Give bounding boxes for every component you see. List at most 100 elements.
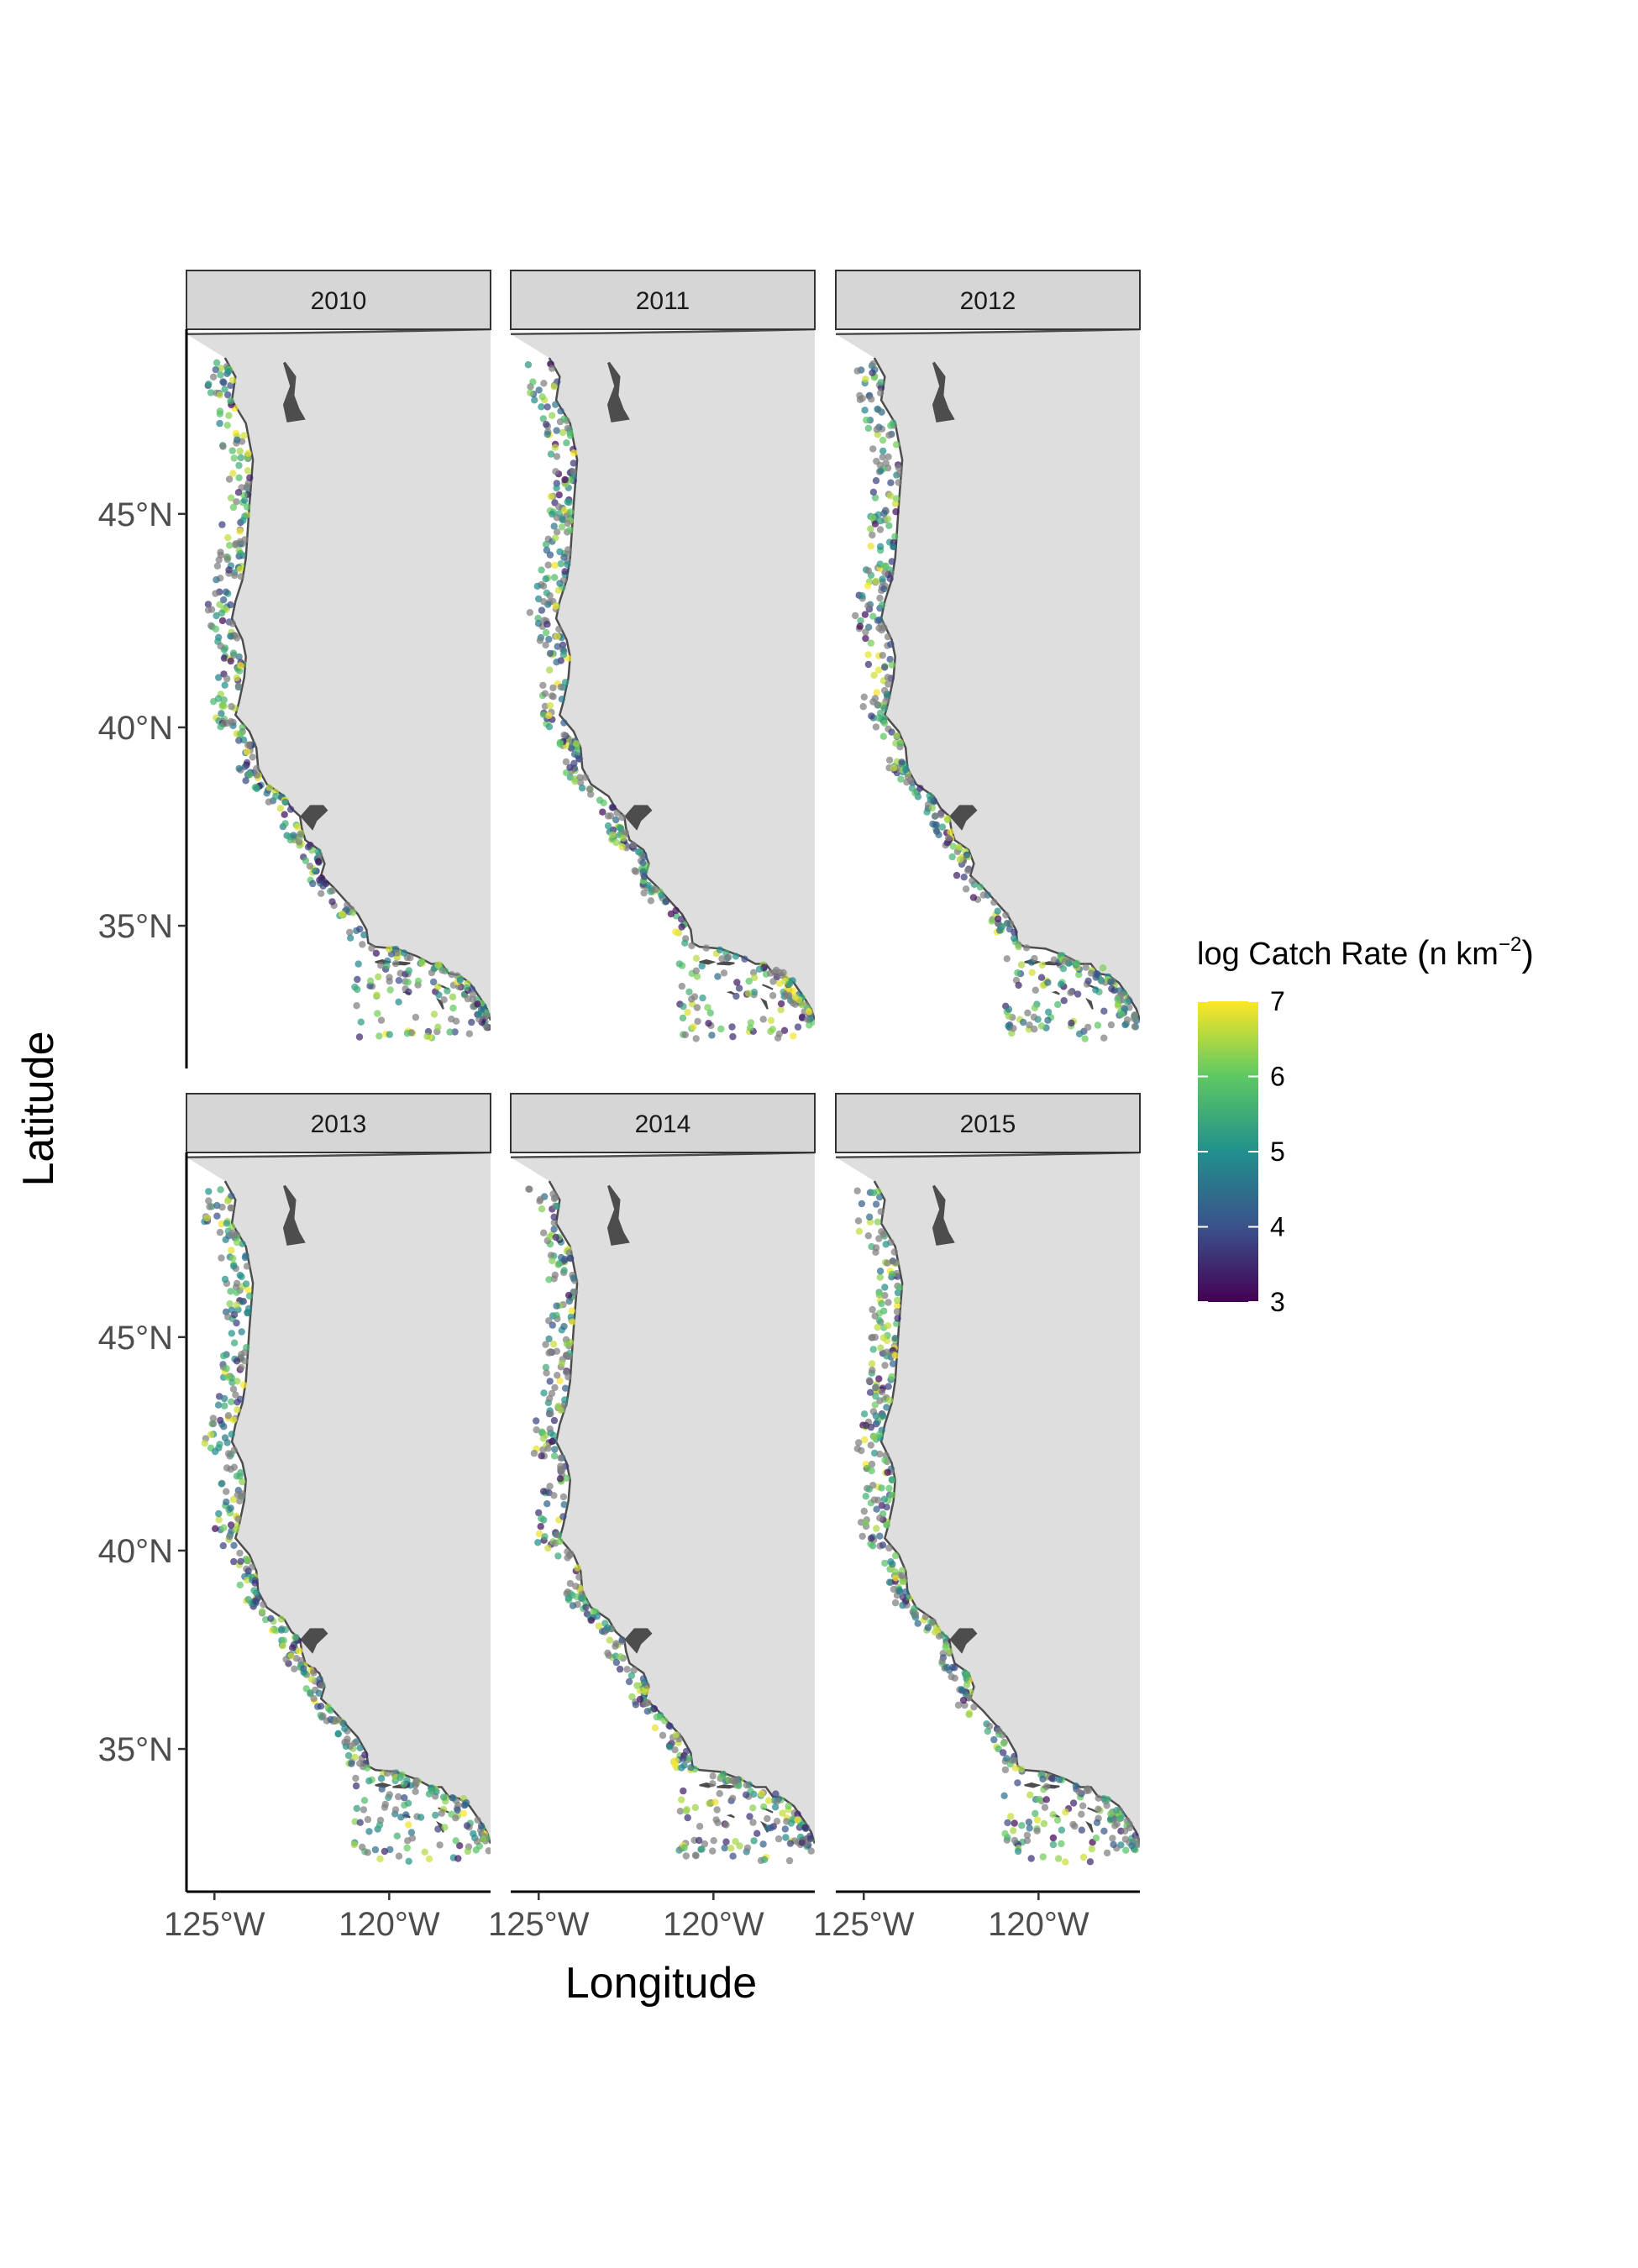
station-point (244, 467, 252, 475)
station-point-zero-catch (353, 1002, 360, 1010)
station-point (1055, 1855, 1063, 1862)
station-point (1020, 1018, 1027, 1026)
station-point-zero-catch (749, 1819, 757, 1826)
station-point (549, 1321, 556, 1329)
facet-strip (186, 1093, 491, 1153)
station-point (714, 973, 722, 980)
station-point (372, 949, 381, 958)
station-point (421, 1848, 428, 1856)
station-point (242, 777, 249, 785)
station-point-zero-catch (869, 445, 877, 453)
land-area (186, 329, 491, 1068)
channel-island (717, 961, 735, 966)
station-point (780, 1026, 789, 1035)
station-point (296, 1647, 303, 1655)
station-point (705, 1020, 712, 1027)
station-point (309, 879, 317, 888)
station-point (227, 633, 234, 640)
station-point (221, 1275, 229, 1284)
station-point-zero-catch (869, 1367, 876, 1374)
station-point (1015, 981, 1022, 990)
station-point (678, 1796, 685, 1803)
station-point (446, 1028, 454, 1036)
station-point (237, 662, 244, 669)
station-point (1014, 969, 1021, 977)
station-point-zero-catch (1131, 1011, 1139, 1019)
station-point (302, 857, 310, 864)
station-point (553, 1302, 560, 1310)
station-point-zero-catch (1033, 1827, 1041, 1835)
station-point-zero-catch (587, 790, 595, 798)
station-point-zero-catch (893, 1308, 901, 1315)
station-point (550, 1416, 559, 1425)
station-point-zero-catch (550, 1219, 558, 1226)
station-point (680, 1787, 687, 1795)
station-point (524, 361, 533, 369)
station-point (220, 596, 228, 604)
station-point (891, 1352, 899, 1359)
station-point (862, 1519, 869, 1527)
station-point-zero-catch (659, 1731, 667, 1740)
station-point (556, 580, 564, 587)
station-point (553, 659, 560, 666)
legend-tick-label: 7 (1270, 986, 1285, 1016)
station-point (354, 960, 362, 968)
station-point (449, 1794, 456, 1802)
station-point (866, 1389, 874, 1396)
station-point-zero-catch (859, 703, 867, 711)
station-point (782, 1834, 790, 1841)
station-point (732, 953, 740, 960)
station-point (888, 1491, 896, 1499)
station-point (449, 1004, 457, 1012)
station-point (546, 666, 554, 674)
station-point (316, 876, 323, 884)
station-point (550, 1226, 558, 1233)
station-point (204, 601, 213, 608)
station-point (414, 977, 423, 985)
station-point-zero-catch (1087, 969, 1095, 977)
station-point-zero-catch (448, 971, 455, 979)
station-point-zero-catch (227, 717, 234, 726)
station-point-zero-catch (228, 702, 235, 711)
station-point-zero-catch (944, 834, 953, 842)
station-point-zero-catch (877, 1208, 885, 1215)
station-point (218, 710, 225, 717)
station-point-zero-catch (572, 1583, 580, 1590)
station-point (777, 1000, 785, 1008)
station-point (888, 1270, 896, 1278)
station-point-zero-catch (1026, 1021, 1033, 1029)
station-point (900, 1578, 907, 1586)
station-point-zero-catch (465, 1030, 474, 1037)
station-point-zero-catch (412, 1777, 420, 1785)
station-point (1100, 1007, 1108, 1015)
station-point (785, 1802, 792, 1810)
station-point (1037, 974, 1046, 981)
station-point (578, 1594, 586, 1602)
station-point (687, 1764, 695, 1772)
station-point-zero-catch (1003, 955, 1011, 963)
station-point-zero-catch (995, 1727, 1003, 1735)
puget-sound-shape (606, 1184, 630, 1246)
station-point (243, 748, 251, 756)
station-point (222, 588, 230, 596)
station-point-zero-catch (209, 1420, 218, 1428)
station-point-zero-catch (722, 1821, 730, 1829)
station-point (238, 1328, 245, 1336)
facet-strip-label: 2012 (960, 287, 1016, 315)
station-point (1032, 1809, 1039, 1818)
station-point (224, 391, 232, 399)
station-point (1039, 1853, 1047, 1861)
station-point-zero-catch (217, 642, 224, 650)
station-point (220, 1394, 228, 1403)
station-point (618, 843, 626, 851)
station-point (405, 1821, 412, 1829)
facet-panel-2010: 2010 (186, 270, 491, 1068)
station-point (953, 871, 961, 879)
station-point-zero-catch (232, 1391, 239, 1399)
station-point (216, 407, 224, 415)
station-point-zero-catch (386, 1791, 393, 1798)
station-point (405, 967, 412, 974)
station-point (207, 389, 215, 396)
station-point (578, 784, 586, 792)
station-point (218, 701, 227, 709)
